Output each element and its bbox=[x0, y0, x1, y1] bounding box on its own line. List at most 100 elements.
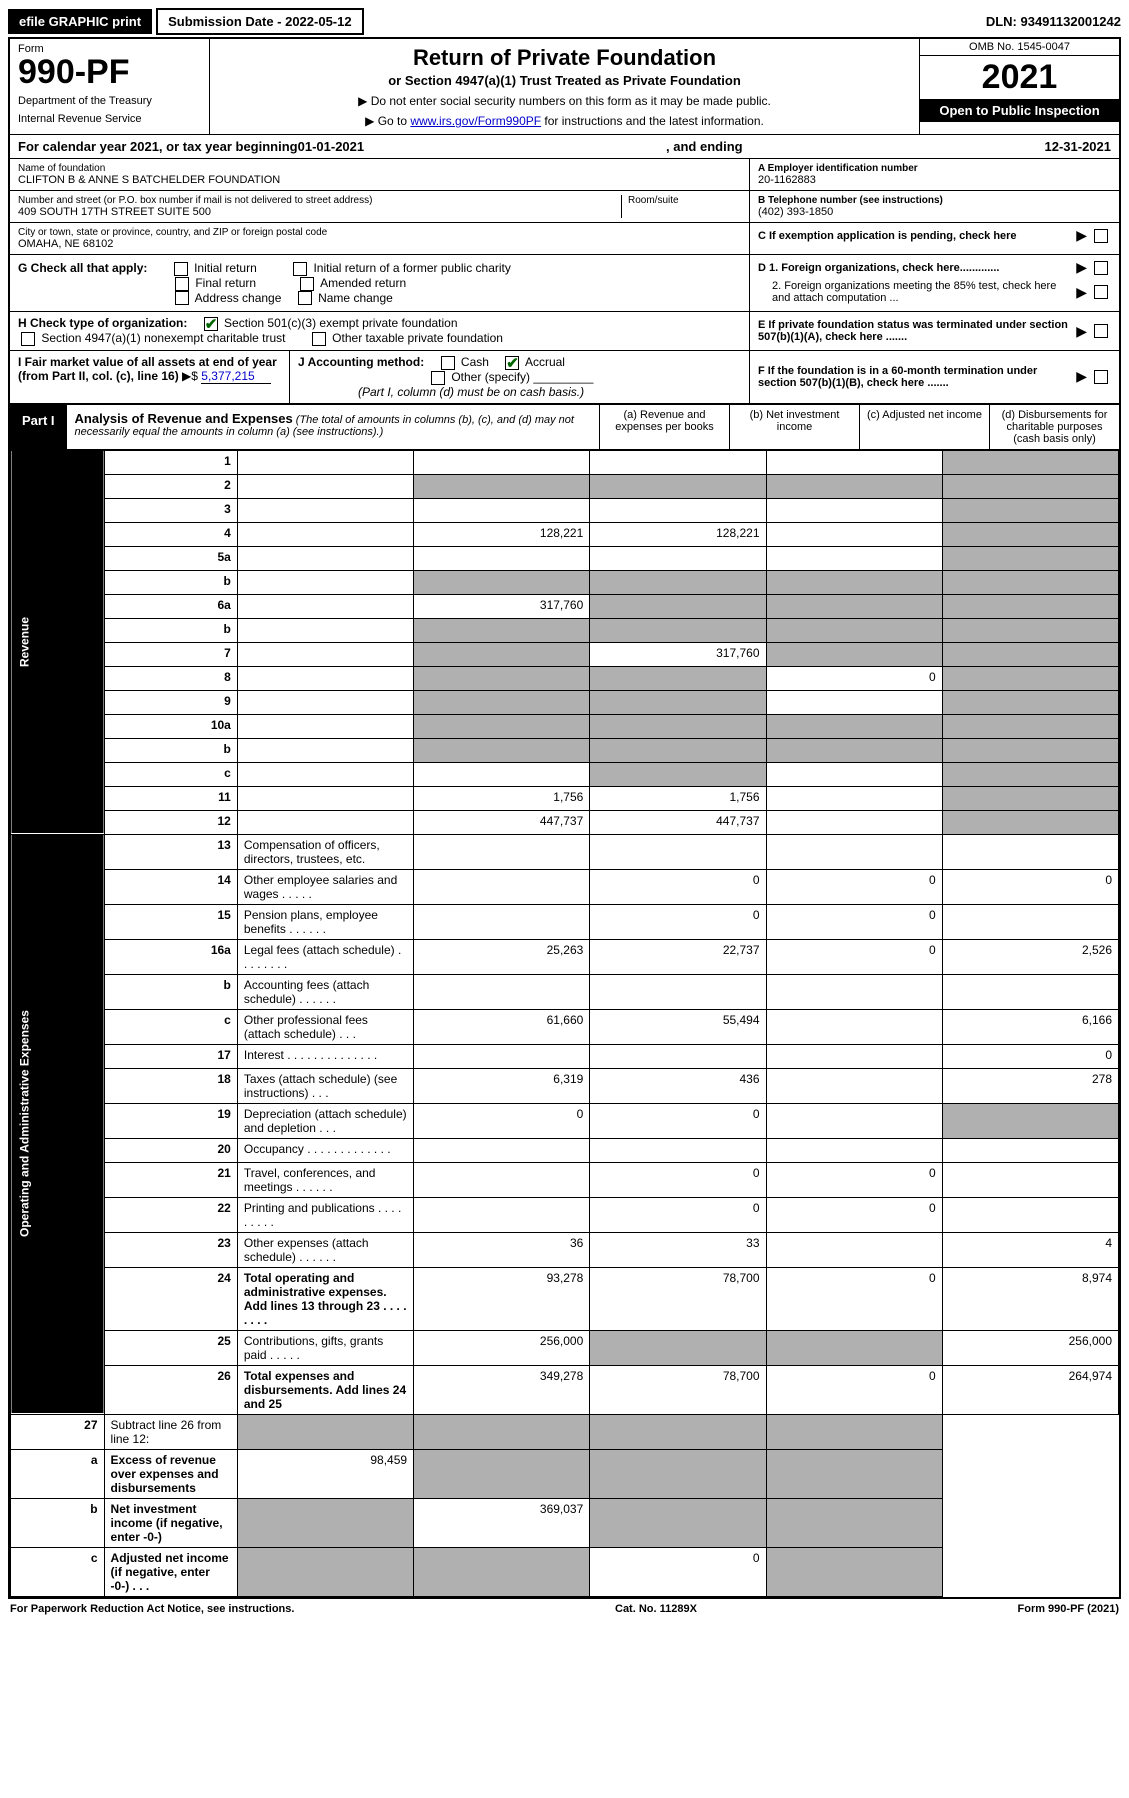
cell-d bbox=[942, 904, 1118, 939]
cell-a bbox=[414, 738, 590, 762]
cell-b bbox=[590, 1138, 766, 1162]
d2-checkbox[interactable] bbox=[1094, 285, 1108, 299]
cell-a bbox=[414, 834, 590, 869]
row-num: b bbox=[104, 618, 237, 642]
d2-label: 2. Foreign organizations meeting the 85%… bbox=[758, 280, 1072, 304]
row-num: 24 bbox=[104, 1267, 237, 1330]
h-501c3-checkbox[interactable] bbox=[204, 317, 218, 331]
footer-left: For Paperwork Reduction Act Notice, see … bbox=[10, 1603, 294, 1615]
g-address-checkbox[interactable] bbox=[175, 291, 189, 305]
cell-c bbox=[766, 714, 942, 738]
j-cash-checkbox[interactable] bbox=[441, 356, 455, 370]
table-row: 19Depreciation (attach schedule) and dep… bbox=[11, 1103, 1119, 1138]
row-desc: Other professional fees (attach schedule… bbox=[237, 1009, 413, 1044]
j-other-checkbox[interactable] bbox=[431, 371, 445, 385]
cell-a: 36 bbox=[414, 1232, 590, 1267]
cell-c bbox=[766, 546, 942, 570]
table-row: 7317,760 bbox=[11, 642, 1119, 666]
room-label: Room/suite bbox=[628, 195, 741, 206]
cell-b: 1,756 bbox=[590, 786, 766, 810]
cell-a bbox=[414, 498, 590, 522]
cell-c bbox=[766, 522, 942, 546]
row-num: c bbox=[104, 1009, 237, 1044]
row-num: 10a bbox=[104, 714, 237, 738]
cell-b: 22,737 bbox=[590, 939, 766, 974]
cell-b bbox=[590, 834, 766, 869]
cell-a bbox=[414, 618, 590, 642]
row-desc: Other employee salaries and wages . . . … bbox=[237, 869, 413, 904]
cell-c: 0 bbox=[766, 1197, 942, 1232]
page-title: Return of Private Foundation bbox=[220, 45, 909, 71]
e-checkbox[interactable] bbox=[1094, 324, 1108, 338]
table-row: 10a bbox=[11, 714, 1119, 738]
form-header: Form 990-PF Department of the Treasury I… bbox=[10, 39, 1119, 135]
cell-d bbox=[766, 1498, 942, 1547]
cell-c bbox=[766, 642, 942, 666]
side-label: Revenue bbox=[11, 450, 105, 834]
row-num: c bbox=[104, 762, 237, 786]
g-name-checkbox[interactable] bbox=[298, 291, 312, 305]
g-amended-checkbox[interactable] bbox=[300, 277, 314, 291]
cell-c: 0 bbox=[766, 869, 942, 904]
d1-label: D 1. Foreign organizations, check here..… bbox=[758, 262, 1072, 274]
i-value: 5,377,215 bbox=[201, 369, 271, 384]
cell-d bbox=[942, 498, 1118, 522]
row-desc: Pension plans, employee benefits . . . .… bbox=[237, 904, 413, 939]
cell-c bbox=[766, 738, 942, 762]
cell-d bbox=[942, 570, 1118, 594]
h-other-checkbox[interactable] bbox=[312, 332, 326, 346]
row-desc bbox=[237, 642, 413, 666]
row-desc bbox=[237, 498, 413, 522]
table-row: b bbox=[11, 738, 1119, 762]
cell-a bbox=[414, 1162, 590, 1197]
cell-d: 6,166 bbox=[942, 1009, 1118, 1044]
d1-checkbox[interactable] bbox=[1094, 261, 1108, 275]
j-accrual-checkbox[interactable] bbox=[505, 356, 519, 370]
cell-a bbox=[414, 642, 590, 666]
row-num: 14 bbox=[104, 869, 237, 904]
form-container: Form 990-PF Department of the Treasury I… bbox=[8, 37, 1121, 1599]
cell-d: 256,000 bbox=[942, 1330, 1118, 1365]
cell-d bbox=[942, 834, 1118, 869]
table-row: 18Taxes (attach schedule) (see instructi… bbox=[11, 1068, 1119, 1103]
g-initial-checkbox[interactable] bbox=[174, 262, 188, 276]
cell-a: 93,278 bbox=[414, 1267, 590, 1330]
dept-treasury: Department of the Treasury bbox=[18, 95, 201, 107]
cell-d bbox=[766, 1414, 942, 1449]
table-row: 26Total expenses and disbursements. Add … bbox=[11, 1365, 1119, 1414]
table-row: 16aLegal fees (attach schedule) . . . . … bbox=[11, 939, 1119, 974]
addr-label: Number and street (or P.O. box number if… bbox=[18, 195, 621, 206]
cell-c bbox=[766, 1009, 942, 1044]
efile-button[interactable]: efile GRAPHIC print bbox=[8, 9, 152, 34]
row-desc: Depreciation (attach schedule) and deple… bbox=[237, 1103, 413, 1138]
row-desc bbox=[237, 618, 413, 642]
row-desc: Accounting fees (attach schedule) . . . … bbox=[237, 974, 413, 1009]
table-row: 21Travel, conferences, and meetings . . … bbox=[11, 1162, 1119, 1197]
cell-c bbox=[766, 474, 942, 498]
c-checkbox[interactable] bbox=[1094, 229, 1108, 243]
foundation-info: Name of foundation CLIFTON B & ANNE S BA… bbox=[10, 159, 1119, 255]
cell-a: 0 bbox=[414, 1103, 590, 1138]
h-4947-checkbox[interactable] bbox=[21, 332, 35, 346]
cell-a bbox=[414, 570, 590, 594]
row-desc bbox=[237, 546, 413, 570]
row-num: 15 bbox=[104, 904, 237, 939]
side-label: Operating and Administrative Expenses bbox=[11, 834, 105, 1414]
cell-a: 61,660 bbox=[414, 1009, 590, 1044]
cell-c bbox=[766, 1232, 942, 1267]
cell-c bbox=[766, 1103, 942, 1138]
cell-c bbox=[766, 974, 942, 1009]
g-final-checkbox[interactable] bbox=[175, 277, 189, 291]
cell-a bbox=[414, 904, 590, 939]
irs-link[interactable]: www.irs.gov/Form990PF bbox=[410, 114, 541, 128]
row-num: 20 bbox=[104, 1138, 237, 1162]
f-checkbox[interactable] bbox=[1094, 370, 1108, 384]
col-a-head: (a) Revenue and expenses per books bbox=[599, 405, 729, 449]
form-number: 990-PF bbox=[18, 55, 201, 89]
g-former-checkbox[interactable] bbox=[293, 262, 307, 276]
table-row: 14Other employee salaries and wages . . … bbox=[11, 869, 1119, 904]
cell-c bbox=[766, 570, 942, 594]
table-row: 23Other expenses (attach schedule) . . .… bbox=[11, 1232, 1119, 1267]
row-num: a bbox=[11, 1449, 105, 1498]
cell-c: 0 bbox=[590, 1547, 766, 1596]
